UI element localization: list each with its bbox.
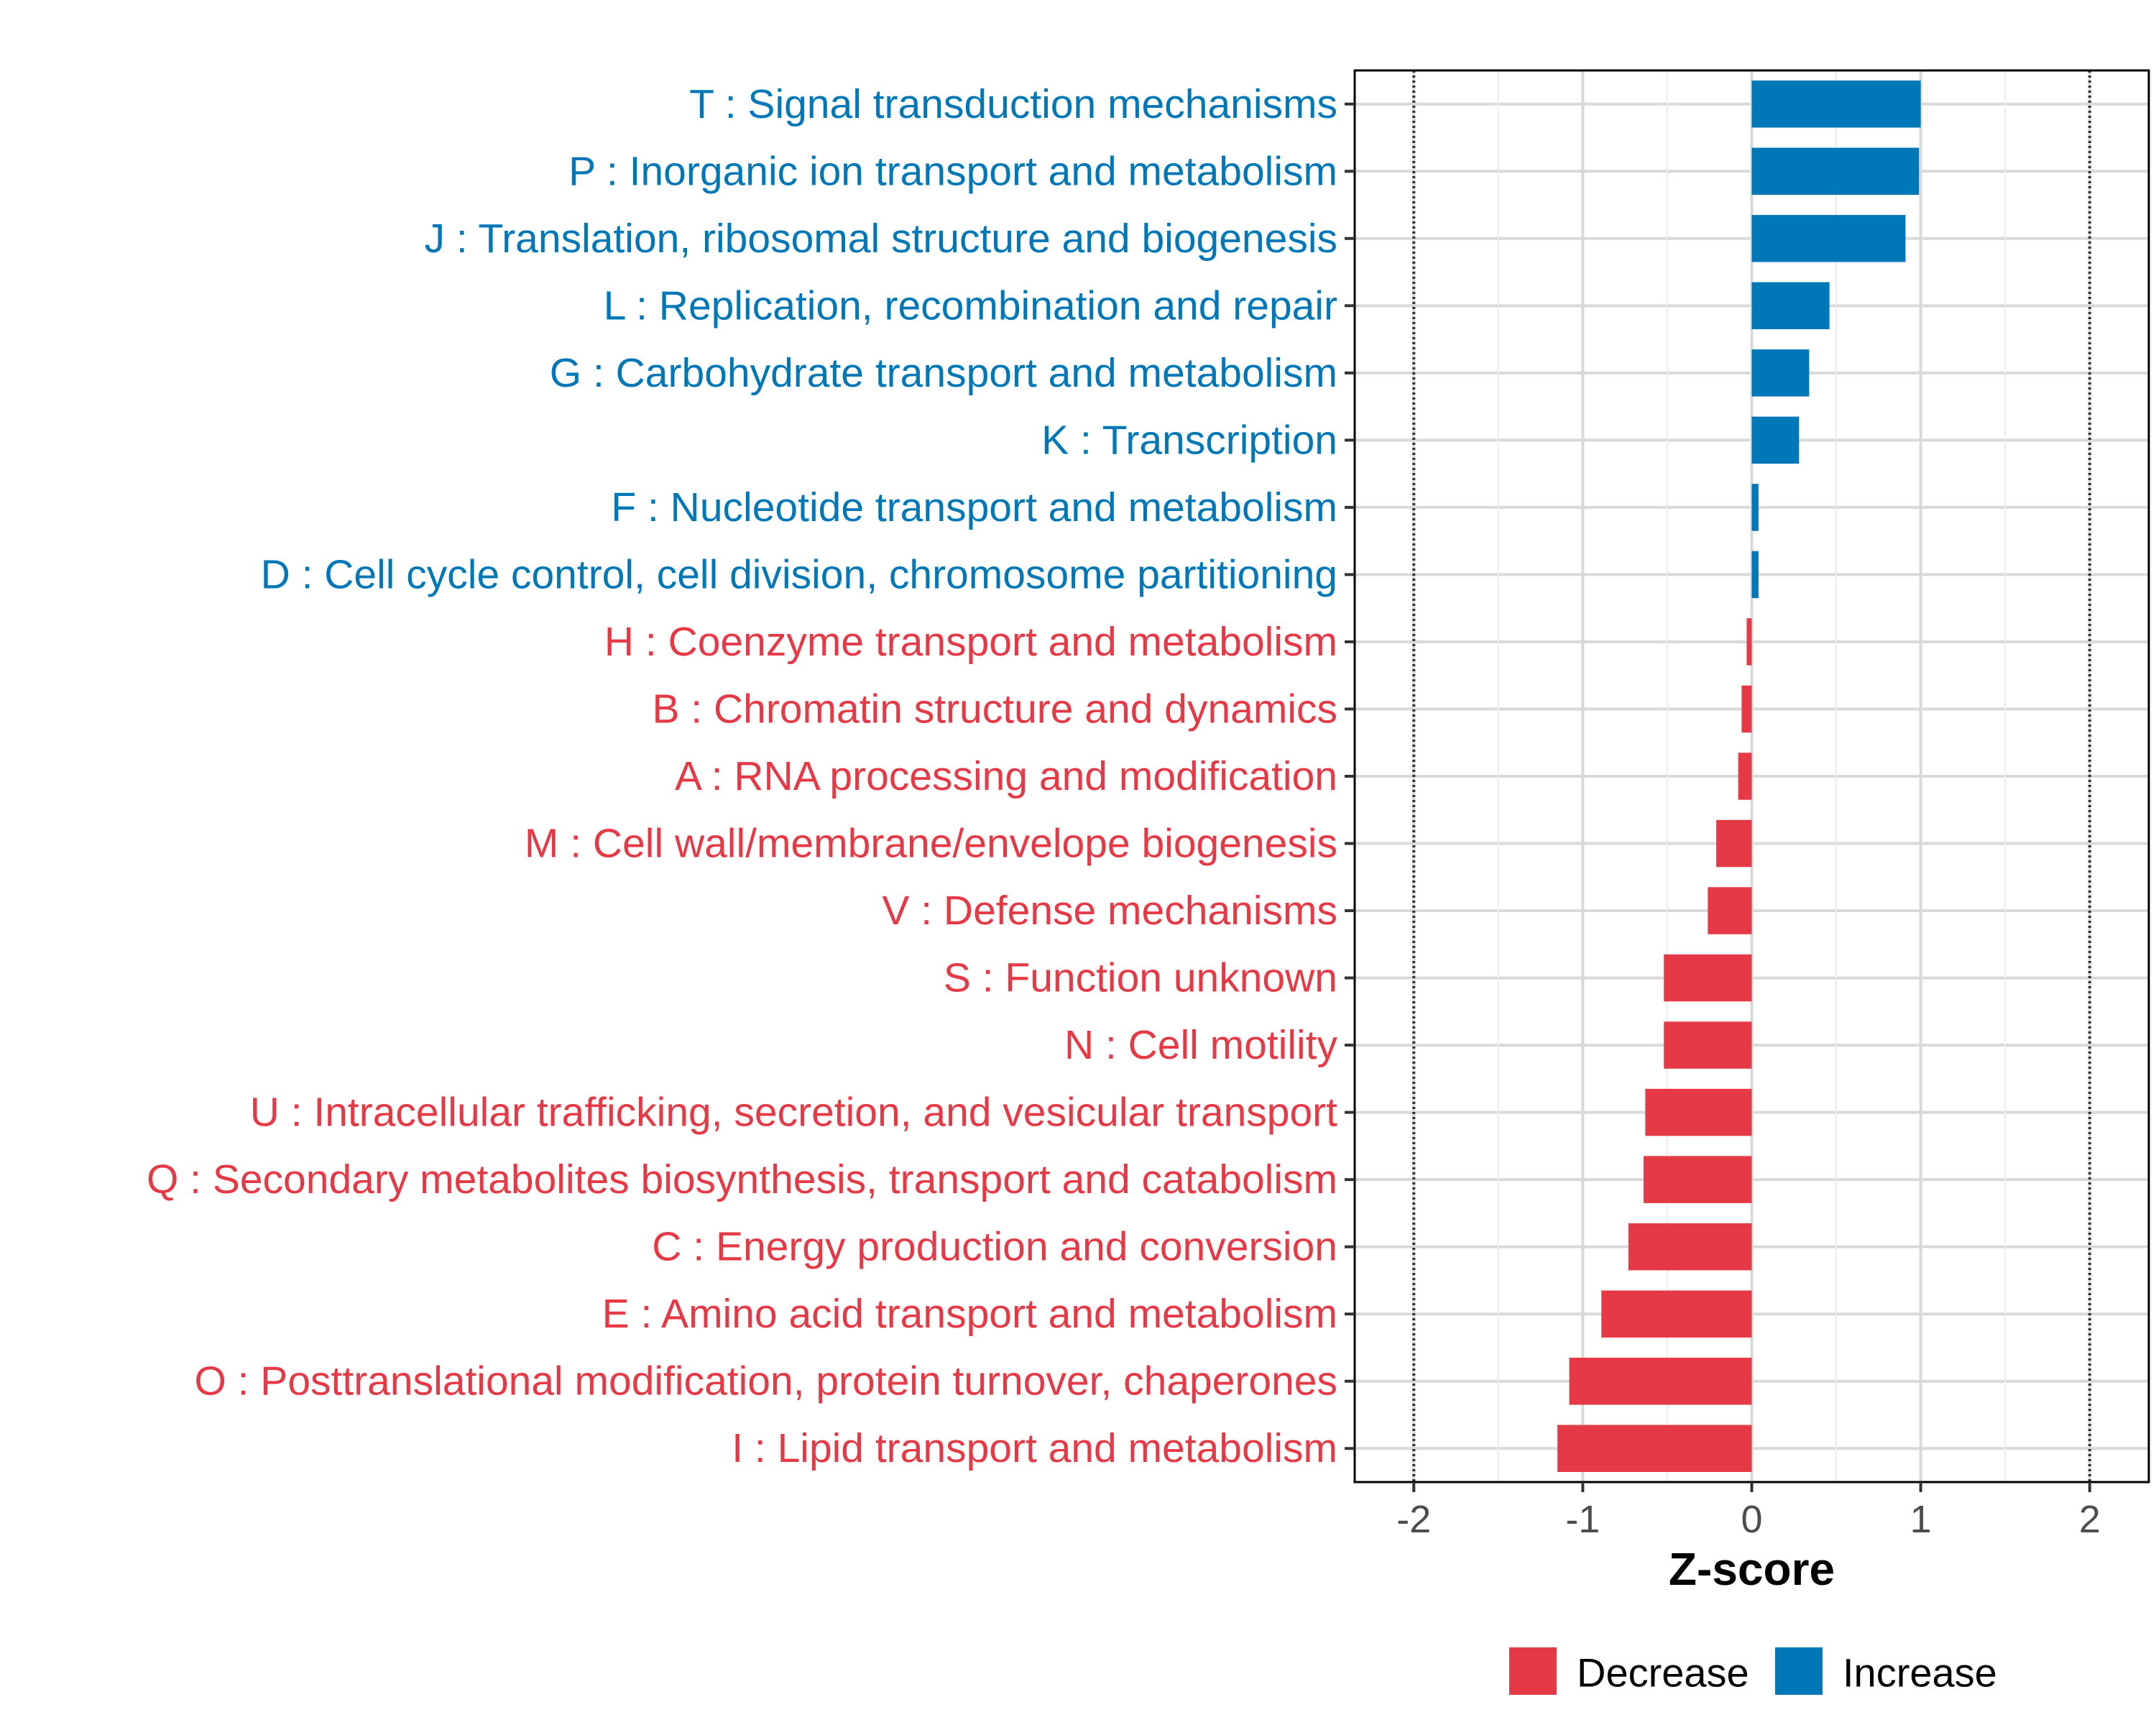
category-labels: T : Signal transduction mechanisms P : In… xyxy=(147,81,1338,1471)
category-label: B : Chromatin structure and dynamics xyxy=(652,686,1337,732)
x-tick-label: 2 xyxy=(2079,1498,2101,1541)
bar xyxy=(1557,1425,1752,1472)
category-label: C : Energy production and conversion xyxy=(652,1224,1337,1270)
category-label: F : Nucleotide transport and metabolism xyxy=(611,484,1337,530)
legend-swatch-increase xyxy=(1775,1647,1823,1695)
x-tick-label: -2 xyxy=(1396,1498,1431,1541)
category-label: T : Signal transduction mechanisms xyxy=(689,81,1337,127)
bar xyxy=(1569,1357,1752,1405)
category-label: N : Cell motility xyxy=(1064,1022,1338,1068)
bar xyxy=(1751,551,1759,599)
bar xyxy=(1751,147,1920,196)
y-axis-ticks xyxy=(1345,102,1355,1450)
bar xyxy=(1664,1021,1752,1069)
category-label: I : Lipid transport and metabolism xyxy=(732,1425,1337,1471)
x-axis-ticks: -2 -1 0 1 2 xyxy=(1396,1482,2101,1541)
legend-swatch-decrease xyxy=(1509,1647,1557,1695)
bars xyxy=(1557,80,1921,1472)
category-label: S : Function unknown xyxy=(944,955,1337,1001)
legend-label-decrease: Decrease xyxy=(1577,1650,1749,1696)
category-label: Q : Secondary metabolites biosynthesis, … xyxy=(147,1156,1337,1202)
bar xyxy=(1716,819,1752,868)
x-tick-label: 0 xyxy=(1741,1498,1762,1541)
bar xyxy=(1708,887,1752,934)
category-label: E : Amino acid transport and metabolism xyxy=(602,1291,1337,1337)
x-tick-label: 1 xyxy=(1910,1498,1932,1541)
category-label: L : Replication, recombination and repai… xyxy=(604,282,1337,328)
bar xyxy=(1664,954,1752,1002)
bar xyxy=(1751,349,1810,397)
category-label: A : RNA processing and modification xyxy=(675,753,1337,799)
category-label: D : Cell cycle control, cell division, c… xyxy=(261,551,1337,597)
category-label: M : Cell wall/membrane/envelope biogenes… xyxy=(525,821,1337,867)
category-label: P : Inorganic ion transport and metaboli… xyxy=(568,148,1337,194)
threshold-lines xyxy=(1412,70,2091,1482)
x-tick-label: -1 xyxy=(1565,1498,1600,1541)
category-label: G : Carbohydrate transport and metabolis… xyxy=(550,350,1337,396)
legend: Decrease Increase xyxy=(1509,1647,1997,1696)
legend-label-increase: Increase xyxy=(1843,1650,1997,1696)
category-label: O : Posttranslational modification, prot… xyxy=(194,1358,1337,1404)
bar xyxy=(1645,1088,1752,1136)
bar xyxy=(1751,80,1921,128)
bar xyxy=(1601,1290,1752,1338)
bar xyxy=(1738,753,1752,800)
bar xyxy=(1751,416,1800,464)
bar xyxy=(1628,1223,1752,1271)
bar xyxy=(1751,484,1759,531)
bar xyxy=(1746,618,1752,666)
category-label: V : Defense mechanisms xyxy=(882,888,1337,934)
category-label: J : Translation, ribosomal structure and… xyxy=(425,216,1337,262)
category-label: K : Transcription xyxy=(1041,417,1337,463)
bar xyxy=(1644,1156,1752,1203)
category-label: H : Coenzyme transport and metabolism xyxy=(604,619,1337,665)
bar xyxy=(1741,685,1752,733)
x-axis-title: Z-score xyxy=(1669,1543,1835,1595)
category-label: U : Intracellular trafficking, secretion… xyxy=(250,1090,1337,1136)
bar xyxy=(1751,215,1906,262)
bar xyxy=(1751,282,1830,330)
